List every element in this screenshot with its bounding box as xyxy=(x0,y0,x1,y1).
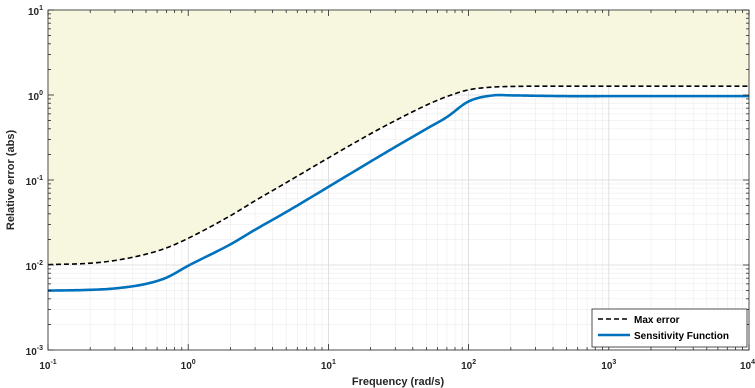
x-tick-label: 101 xyxy=(321,359,336,372)
series-line-max-error xyxy=(47,85,749,266)
tick-labels: 10-1 100 101 102 103 104 10-3 10-2 10-1 100 101 xyxy=(26,5,755,372)
legend-box xyxy=(591,308,748,348)
legend-label-max-error: Max error xyxy=(634,315,680,326)
ticks xyxy=(47,9,750,351)
x-tick-label: 100 xyxy=(181,359,196,372)
y-axis-title: Relative error (abs) xyxy=(5,130,17,231)
series-layer xyxy=(47,85,749,292)
x-tick-label: 10-1 xyxy=(39,359,56,372)
legend-label-sensitivity-function: Sensitivity Function xyxy=(634,331,729,342)
legend: Max error Sensitivity Function xyxy=(591,308,748,348)
y-tick-label: 10-1 xyxy=(26,175,43,188)
shaded-region xyxy=(48,10,749,265)
y-tick-label: 100 xyxy=(28,90,43,103)
x-tick-label: 102 xyxy=(461,359,476,372)
series-line-sensitivity-function xyxy=(47,93,749,292)
y-tick-label: 101 xyxy=(28,5,43,18)
y-tick-label: 10-2 xyxy=(26,260,43,273)
x-axis-title: Frequency (rad/s) xyxy=(352,376,445,388)
y-tick-label: 10-3 xyxy=(26,345,43,358)
x-tick-label: 103 xyxy=(601,359,616,372)
x-tick-label: 104 xyxy=(740,359,755,372)
